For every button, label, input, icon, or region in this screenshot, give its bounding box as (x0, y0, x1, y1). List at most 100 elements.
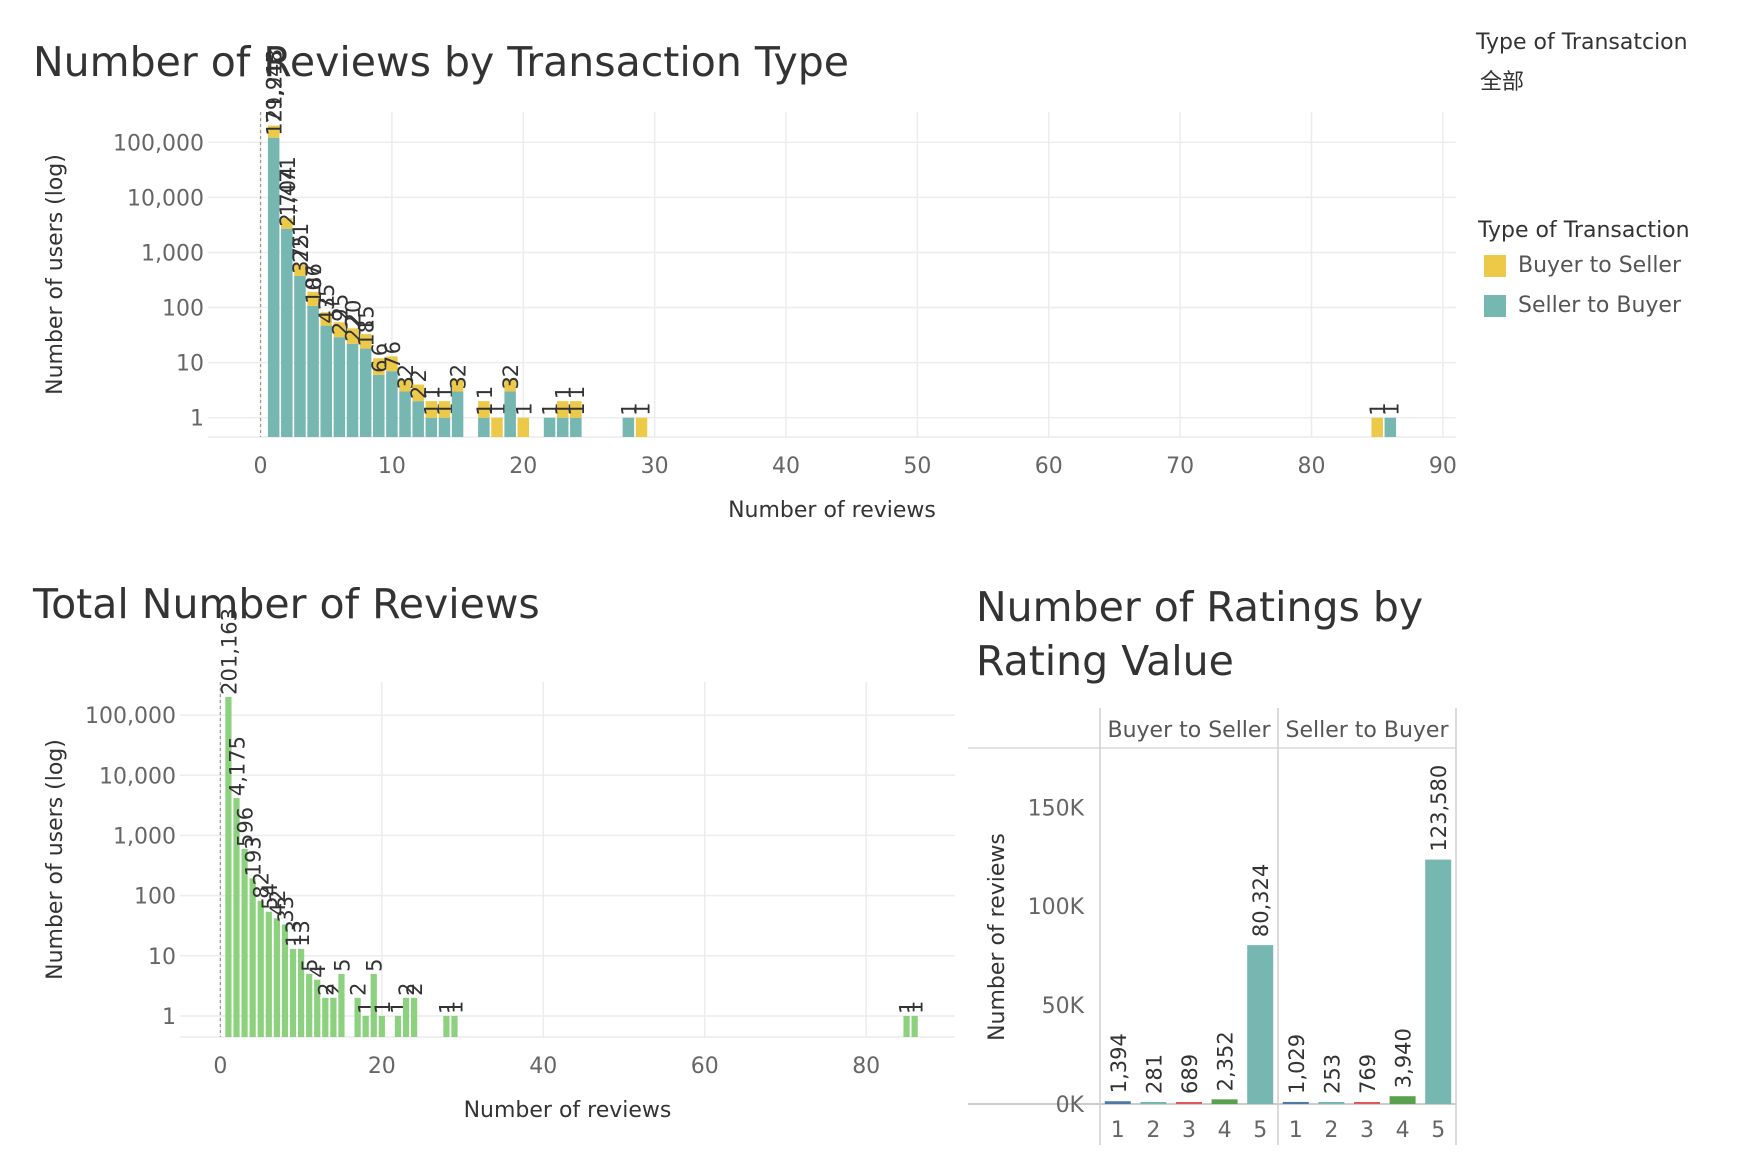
bar-label-total-reviews: 82 (250, 872, 274, 899)
legend-label-seller: Seller to Buyer (1518, 293, 1682, 318)
chart3-title: Number of Ratings by Rating Value (976, 583, 1424, 685)
chart2-x-tick: 80 (852, 1054, 880, 1079)
chart3-bar (1104, 1101, 1131, 1104)
chart2-title: Total Number of Reviews (33, 580, 540, 628)
chart2-y-tick: 1,000 (113, 824, 176, 849)
bar-seller-to-buyer (504, 391, 516, 437)
chart3-x-tick: 3 (1360, 1118, 1374, 1143)
bar-label-seller-to-buyer: 7 (381, 356, 405, 369)
bar-buyer-to-seller (425, 401, 438, 418)
bar-buyer-to-seller (478, 401, 490, 418)
bar-label-seller-to-buyer: 1 (617, 402, 641, 415)
bar-label-buyer-to-seller: 1 (486, 402, 510, 415)
bar-label-total-reviews: 4,175 (226, 736, 250, 796)
bar-buyer-to-seller (517, 417, 530, 437)
bar-label-total-reviews: 201,163 (217, 608, 241, 695)
bar-label-buyer-to-seller: 1 (433, 386, 457, 399)
bar-total-reviews (402, 997, 410, 1037)
chart3-bar (1318, 1102, 1345, 1104)
chart2-y-tick: 100 (134, 885, 176, 910)
bar-buyer-to-seller (570, 401, 582, 418)
chart3-x-tick: 3 (1182, 1118, 1196, 1143)
bar-label-buyer-to-seller: 1 (1366, 402, 1390, 415)
bar-seller-to-buyer (346, 343, 359, 437)
chart1-y-tick: 100,000 (113, 131, 204, 156)
filter-value[interactable]: 全部 (1480, 70, 1525, 95)
chart3-bar-label: 80,324 (1249, 864, 1273, 937)
chart3-x-tick: 1 (1289, 1118, 1303, 1143)
bar-total-reviews (233, 798, 240, 1037)
chart1-x-tick: 70 (1166, 454, 1194, 479)
bar-label-seller-to-buyer: 6 (368, 359, 392, 372)
bar-label-total-reviews: 1 (904, 1001, 928, 1014)
bar-total-reviews (225, 696, 232, 1037)
chart3-y-label: Number of reviews (985, 833, 1010, 1041)
chart3-x-tick: 2 (1324, 1118, 1338, 1143)
bar-total-reviews (241, 848, 248, 1037)
bar-label-buyer-to-seller: 6 (381, 341, 405, 354)
bar-seller-to-buyer (451, 391, 464, 437)
chart3-x-tick: 4 (1396, 1118, 1410, 1143)
bar-label-buyer-to-seller: 86 (302, 263, 326, 290)
legend-item-buyer-to-seller[interactable]: Buyer to Seller (1484, 253, 1681, 278)
chart3-bar (1140, 1102, 1167, 1104)
chart1-y-tick: 100 (162, 297, 204, 322)
bar-buyer-to-seller (556, 401, 569, 418)
bar-label-total-reviews: 54 (258, 883, 282, 910)
bar-seller-to-buyer (294, 275, 306, 437)
bar-label-total-reviews: 2 (314, 982, 338, 995)
chart3-bar (1176, 1102, 1202, 1104)
chart3-x-tick: 5 (1431, 1118, 1445, 1143)
chart3-y-tick: 150K (1028, 796, 1085, 821)
chart1-x-tick: 30 (641, 454, 669, 479)
chart1-y-label: Number of users (log) (43, 154, 68, 395)
bar-total-reviews (362, 1015, 369, 1037)
bar-label-buyer-to-seller: 2 (394, 364, 418, 377)
chart1-title: Number of Reviews by Transaction Type (33, 38, 850, 86)
chart3-bar-label: 281 (1142, 1054, 1166, 1094)
bar-label-buyer-to-seller: 2 (447, 364, 471, 377)
bar-buyer-to-seller (359, 334, 372, 349)
bar-label-seller-to-buyer: 1 (473, 402, 497, 415)
bar-seller-to-buyer (1384, 417, 1397, 437)
chart3-bar (1211, 1099, 1238, 1104)
bar-total-reviews (911, 1015, 918, 1037)
bar-label-buyer-to-seller: 1 (565, 386, 589, 399)
bar-seller-to-buyer (333, 337, 346, 437)
chart2-x-tick: 0 (213, 1054, 227, 1079)
bar-label-seller-to-buyer: 1 (565, 402, 589, 415)
bar-label-buyer-to-seller: 1 (420, 386, 444, 399)
bar-seller-to-buyer (556, 417, 569, 437)
bar-total-reviews (273, 918, 280, 1037)
bar-seller-to-buyer (281, 228, 293, 437)
bar-label-buyer-to-seller: 221 (289, 223, 313, 263)
bar-seller-to-buyer (307, 305, 319, 437)
bar-total-reviews (330, 997, 337, 1037)
bar-total-reviews (354, 997, 361, 1037)
chart2-x-label: Number of reviews (464, 1098, 672, 1123)
chart3-x-tick: 5 (1253, 1118, 1267, 1143)
legend-item-seller-to-buyer[interactable]: Seller to Buyer (1484, 293, 1681, 318)
legend-swatch-seller (1484, 295, 1506, 317)
bar-total-reviews (443, 1015, 450, 1037)
bar-buyer-to-seller (451, 379, 464, 392)
bar-seller-to-buyer (320, 325, 332, 437)
chart3-bar (1247, 945, 1274, 1104)
chart3-bar-label: 769 (1356, 1054, 1380, 1094)
bar-label-buyer-to-seller: 15 (355, 305, 379, 332)
bar-total-reviews (306, 973, 313, 1037)
bar-label-seller-to-buyer: 18 (355, 320, 379, 347)
chart1-x-tick: 80 (1297, 454, 1325, 479)
bar-label-total-reviews: 2 (395, 982, 419, 995)
bar-label-seller-to-buyer: 107 (302, 264, 326, 304)
bar-label-buyer-to-seller: 35 (315, 284, 339, 311)
bar-label-buyer-to-seller: 1 (473, 386, 497, 399)
bar-total-reviews (257, 900, 264, 1037)
bar-label-total-reviews: 5 (298, 959, 322, 972)
bar-buyer-to-seller (281, 218, 293, 229)
bar-buyer-to-seller (1371, 417, 1383, 437)
bar-total-reviews (394, 1015, 402, 1037)
bar-buyer-to-seller (373, 358, 385, 375)
chart1-y-tick: 10,000 (127, 186, 204, 211)
